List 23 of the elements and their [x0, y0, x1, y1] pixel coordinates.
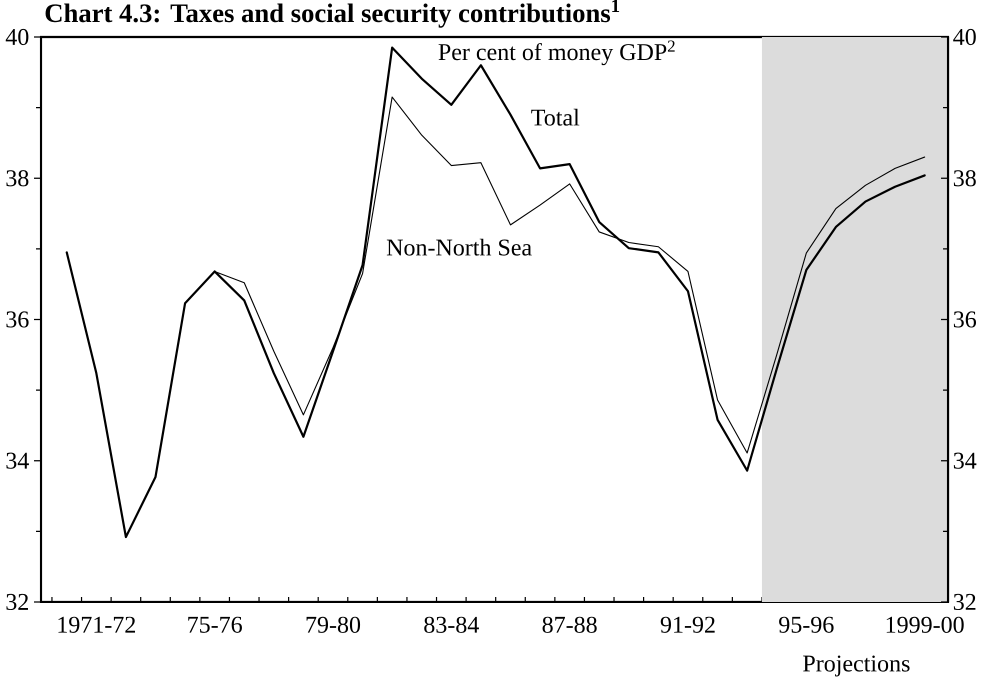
y-tick-label: 40 [953, 28, 976, 46]
text: Projections [803, 655, 910, 676]
x-tick-label: 91-92 [660, 616, 715, 633]
y-tick-label: 36 [954, 311, 976, 328]
series-label: Total [531, 108, 580, 126]
x-tick-label: 95-96 [779, 616, 834, 633]
x-tick-label: 1971-72 [58, 616, 136, 633]
y-tick-label: 38 [954, 170, 976, 186]
y2-tick-label: 36 [6, 311, 29, 328]
y-axis-title: Per cent of money GDP$^{2}$ [438, 40, 675, 66]
x-tick-label: 79-80 [306, 616, 360, 633]
series-label: Non-North Sea [386, 238, 532, 256]
y-tick-label: 32 [954, 594, 976, 610]
x-tick-label: 1999-00 [886, 616, 964, 633]
y2-tick-label: 32 [6, 594, 28, 610]
y2-tick-label: 38 [6, 170, 28, 186]
x-tick-label: 87-88 [542, 616, 597, 633]
y2-tick-label: 40 [6, 28, 28, 46]
y2-tick-label: 34 [6, 452, 29, 469]
x-tick-label: 83-84 [424, 616, 479, 633]
chart-title: Chart 4.3: Taxes and social security contributions$^{1}$ [46, 0, 620, 28]
x-tick-label: 75-76 [188, 616, 242, 633]
y-tick-label: 34 [954, 452, 976, 469]
